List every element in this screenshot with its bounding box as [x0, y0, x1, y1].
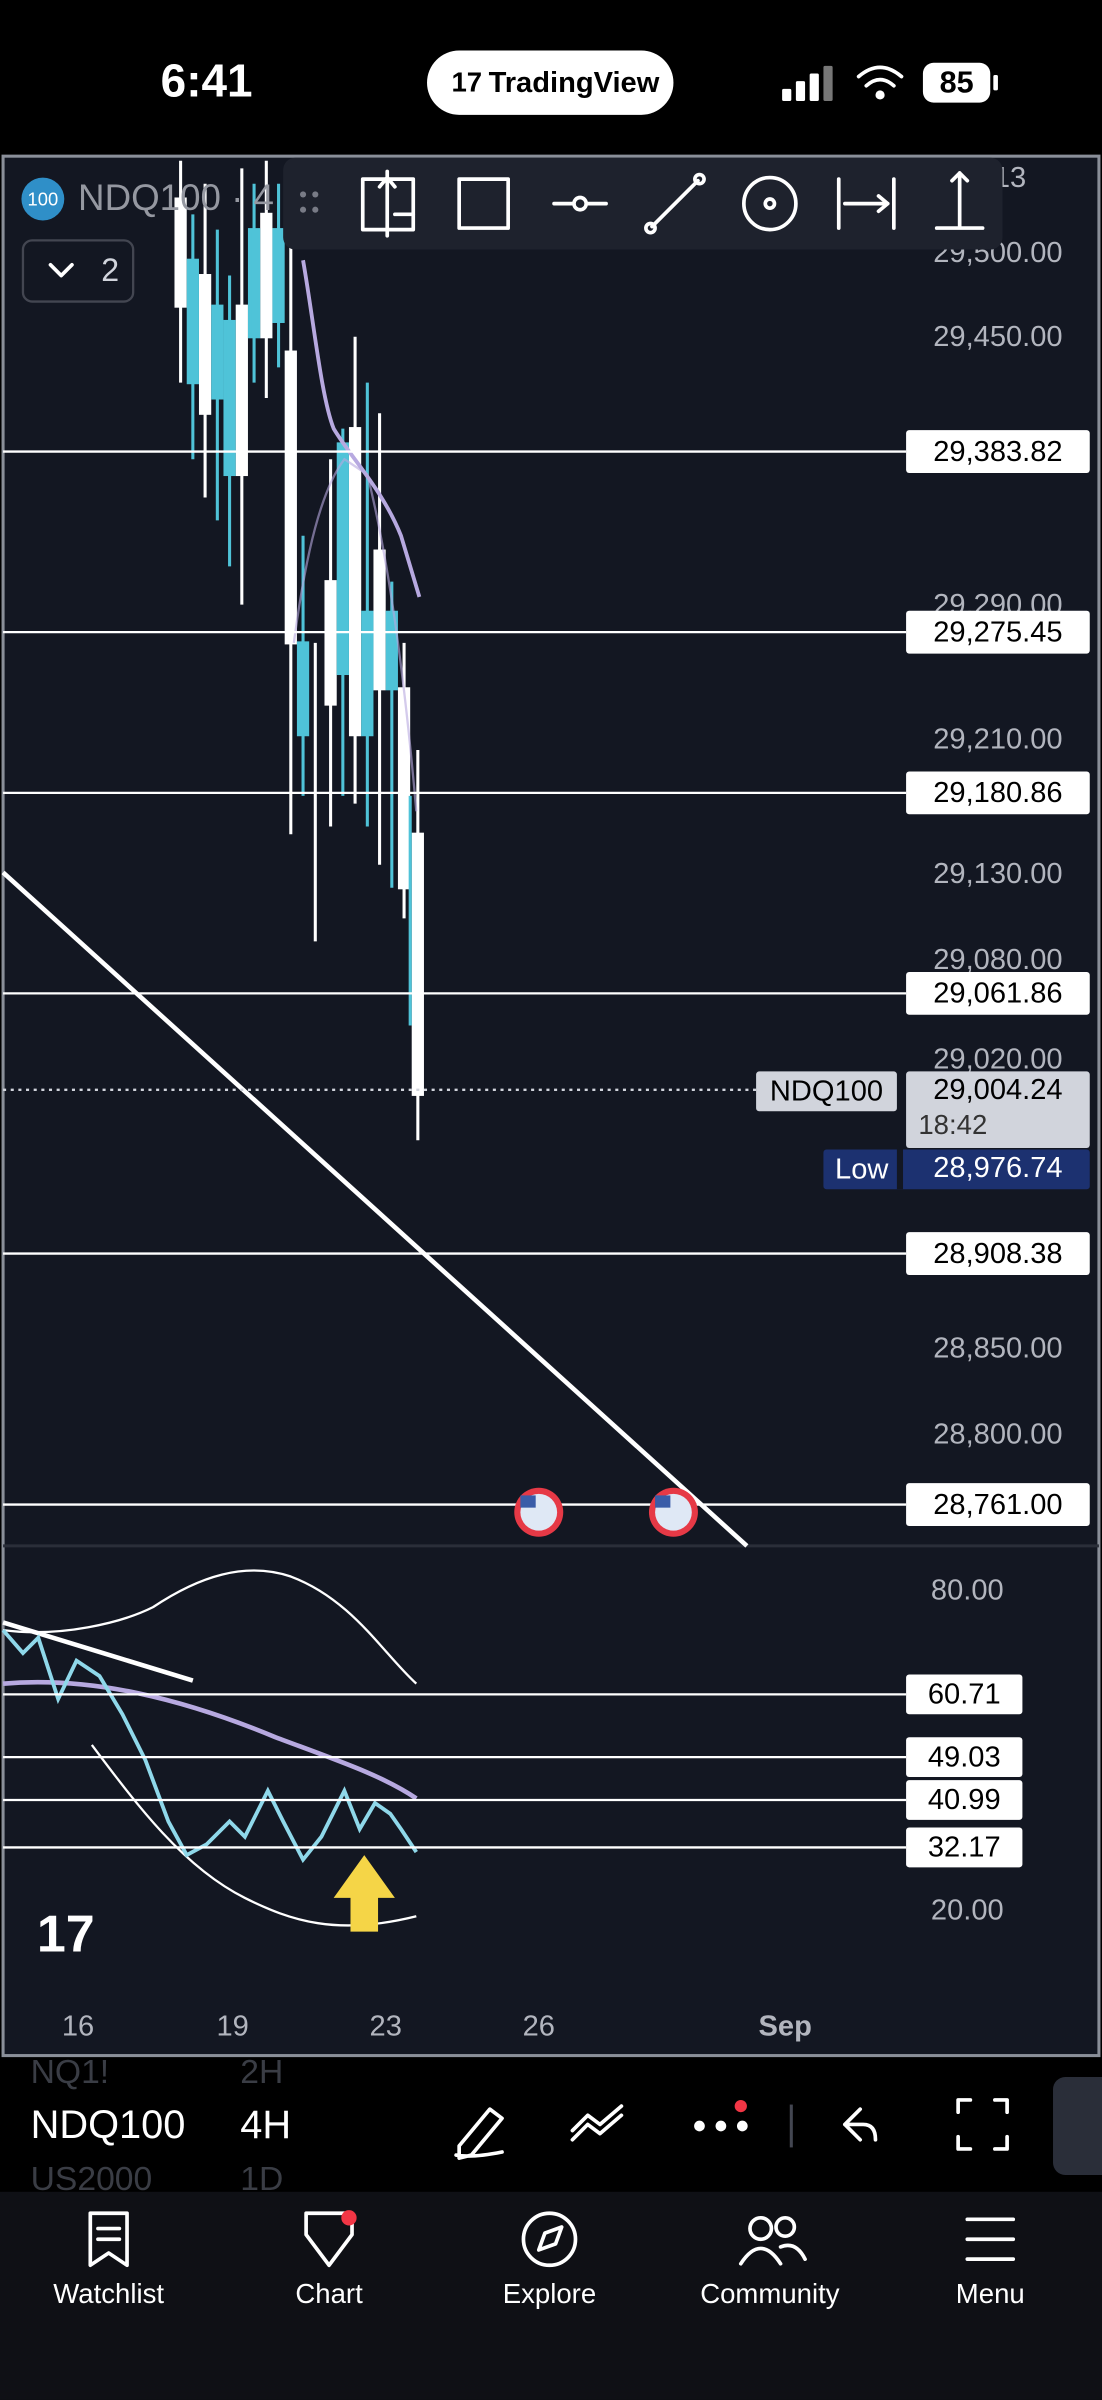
level-lines — [3, 450, 907, 1506]
event-icons[interactable] — [514, 1487, 698, 1537]
toolbar-handle — [299, 191, 319, 213]
symbol-bar — [0, 2058, 1102, 2192]
trend-line — [1, 870, 749, 1548]
symbol-item[interactable]: NQ1! — [31, 2054, 110, 2091]
last-price: 29,004.24 — [933, 1074, 1062, 1106]
legend-symbol[interactable]: NDQ100 · 4 — [78, 177, 274, 218]
symbol-badge — [21, 177, 65, 221]
bar-countdown: 18:42 — [918, 1109, 987, 1140]
price-axis-label: 29,210.00 — [933, 724, 1062, 756]
oscillator-level-boxes — [906, 1674, 1023, 1868]
oscillator-axis-label: 20.00 — [931, 1894, 1004, 1926]
candles — [174, 160, 424, 1141]
toolbar-icons[interactable] — [360, 169, 985, 238]
tab-label[interactable]: Menu — [956, 2278, 1025, 2309]
time-axis-label: 19 — [216, 2011, 248, 2043]
last-price-symbol: NDQ100 — [770, 1076, 883, 1108]
app-name: TradingView — [489, 67, 660, 99]
tab-label[interactable]: Watchlist — [53, 2278, 164, 2309]
battery — [922, 62, 991, 103]
oscillator-axis-label: 80.00 — [931, 1575, 1004, 1607]
time-axis-label: Sep — [759, 2011, 812, 2043]
oscillator-level-label: 49.03 — [928, 1741, 1001, 1773]
wifi-dot — [875, 90, 885, 100]
last-price-box — [906, 1071, 1090, 1148]
signal-line — [2, 1679, 418, 1801]
level-boxes — [906, 430, 1090, 1527]
symbol-bar-icons[interactable] — [454, 2098, 1009, 2160]
low-box — [823, 1149, 1090, 1190]
tab-label[interactable]: Community — [700, 2278, 840, 2309]
interval-item[interactable]: 2H — [240, 2054, 283, 2091]
tab-bar — [0, 2191, 1102, 2400]
time-axis-label: 16 — [62, 2011, 94, 2043]
app-logo: 17 — [451, 67, 482, 98]
oscillator-level-label: 40.99 — [928, 1784, 1001, 1816]
oscillator-line — [1, 1628, 418, 1864]
tab-label[interactable]: Chart — [295, 2278, 363, 2309]
band-upper — [2, 1569, 418, 1685]
time-axis-label: 26 — [523, 2011, 555, 2043]
price-axis-label: 29,130.00 — [933, 858, 1062, 890]
battery-tip — [993, 75, 998, 91]
price-axis-label: 29,020.00 — [933, 1043, 1062, 1075]
level-label: 28,908.38 — [933, 1238, 1062, 1270]
level-label: 28,761.00 — [933, 1489, 1062, 1521]
oscillator-level-label: 60.71 — [928, 1679, 1001, 1711]
oscillator-trend-line — [2, 1620, 194, 1683]
battery-level: 85 — [940, 65, 974, 99]
chevron-icon — [48, 262, 74, 278]
level-label: 29,180.86 — [933, 777, 1062, 809]
interval-item[interactable]: 4H — [240, 2103, 291, 2147]
signal-arrow — [333, 1855, 395, 1932]
watermark-logo: 17 — [37, 1905, 95, 1963]
notification-dot — [341, 2210, 357, 2226]
app-pill[interactable] — [427, 50, 674, 115]
oscillator-level-label: 32.17 — [928, 1832, 1001, 1864]
indicators-count: 2 — [101, 252, 119, 288]
symbol-item[interactable]: NDQ100 — [31, 2103, 186, 2147]
low-label: Low — [835, 1154, 889, 1186]
symbol-badge-text: 100 — [28, 188, 59, 209]
price-axis-label: 28,850.00 — [933, 1333, 1062, 1365]
moving-average — [301, 259, 422, 598]
oscillator-level-lines — [3, 1693, 907, 1849]
price-axis-label: 28,800.00 — [933, 1418, 1062, 1450]
clock: 6:41 — [161, 54, 253, 106]
low-price: 28,976.74 — [933, 1152, 1062, 1184]
signal-icon — [782, 65, 833, 102]
indicators-toggle[interactable] — [21, 239, 135, 303]
level-label: 29,061.86 — [933, 978, 1062, 1010]
tab-label[interactable]: Explore — [503, 2278, 596, 2309]
price-axis-label: 29,080.00 — [933, 944, 1062, 976]
last-price-symbol-box — [756, 1071, 897, 1112]
more-icon[interactable] — [694, 2120, 748, 2132]
price-axis-label: 29,450.00 — [933, 321, 1062, 353]
panel-toggle[interactable] — [1053, 2077, 1102, 2175]
moving-average-2 — [292, 457, 418, 812]
level-label: 29,275.45 — [933, 616, 1062, 648]
notification-dot — [734, 2099, 747, 2113]
level-label: 29,383.82 — [933, 436, 1062, 468]
time-axis-label: 23 — [370, 2011, 402, 2043]
wifi-icon — [856, 65, 904, 88]
